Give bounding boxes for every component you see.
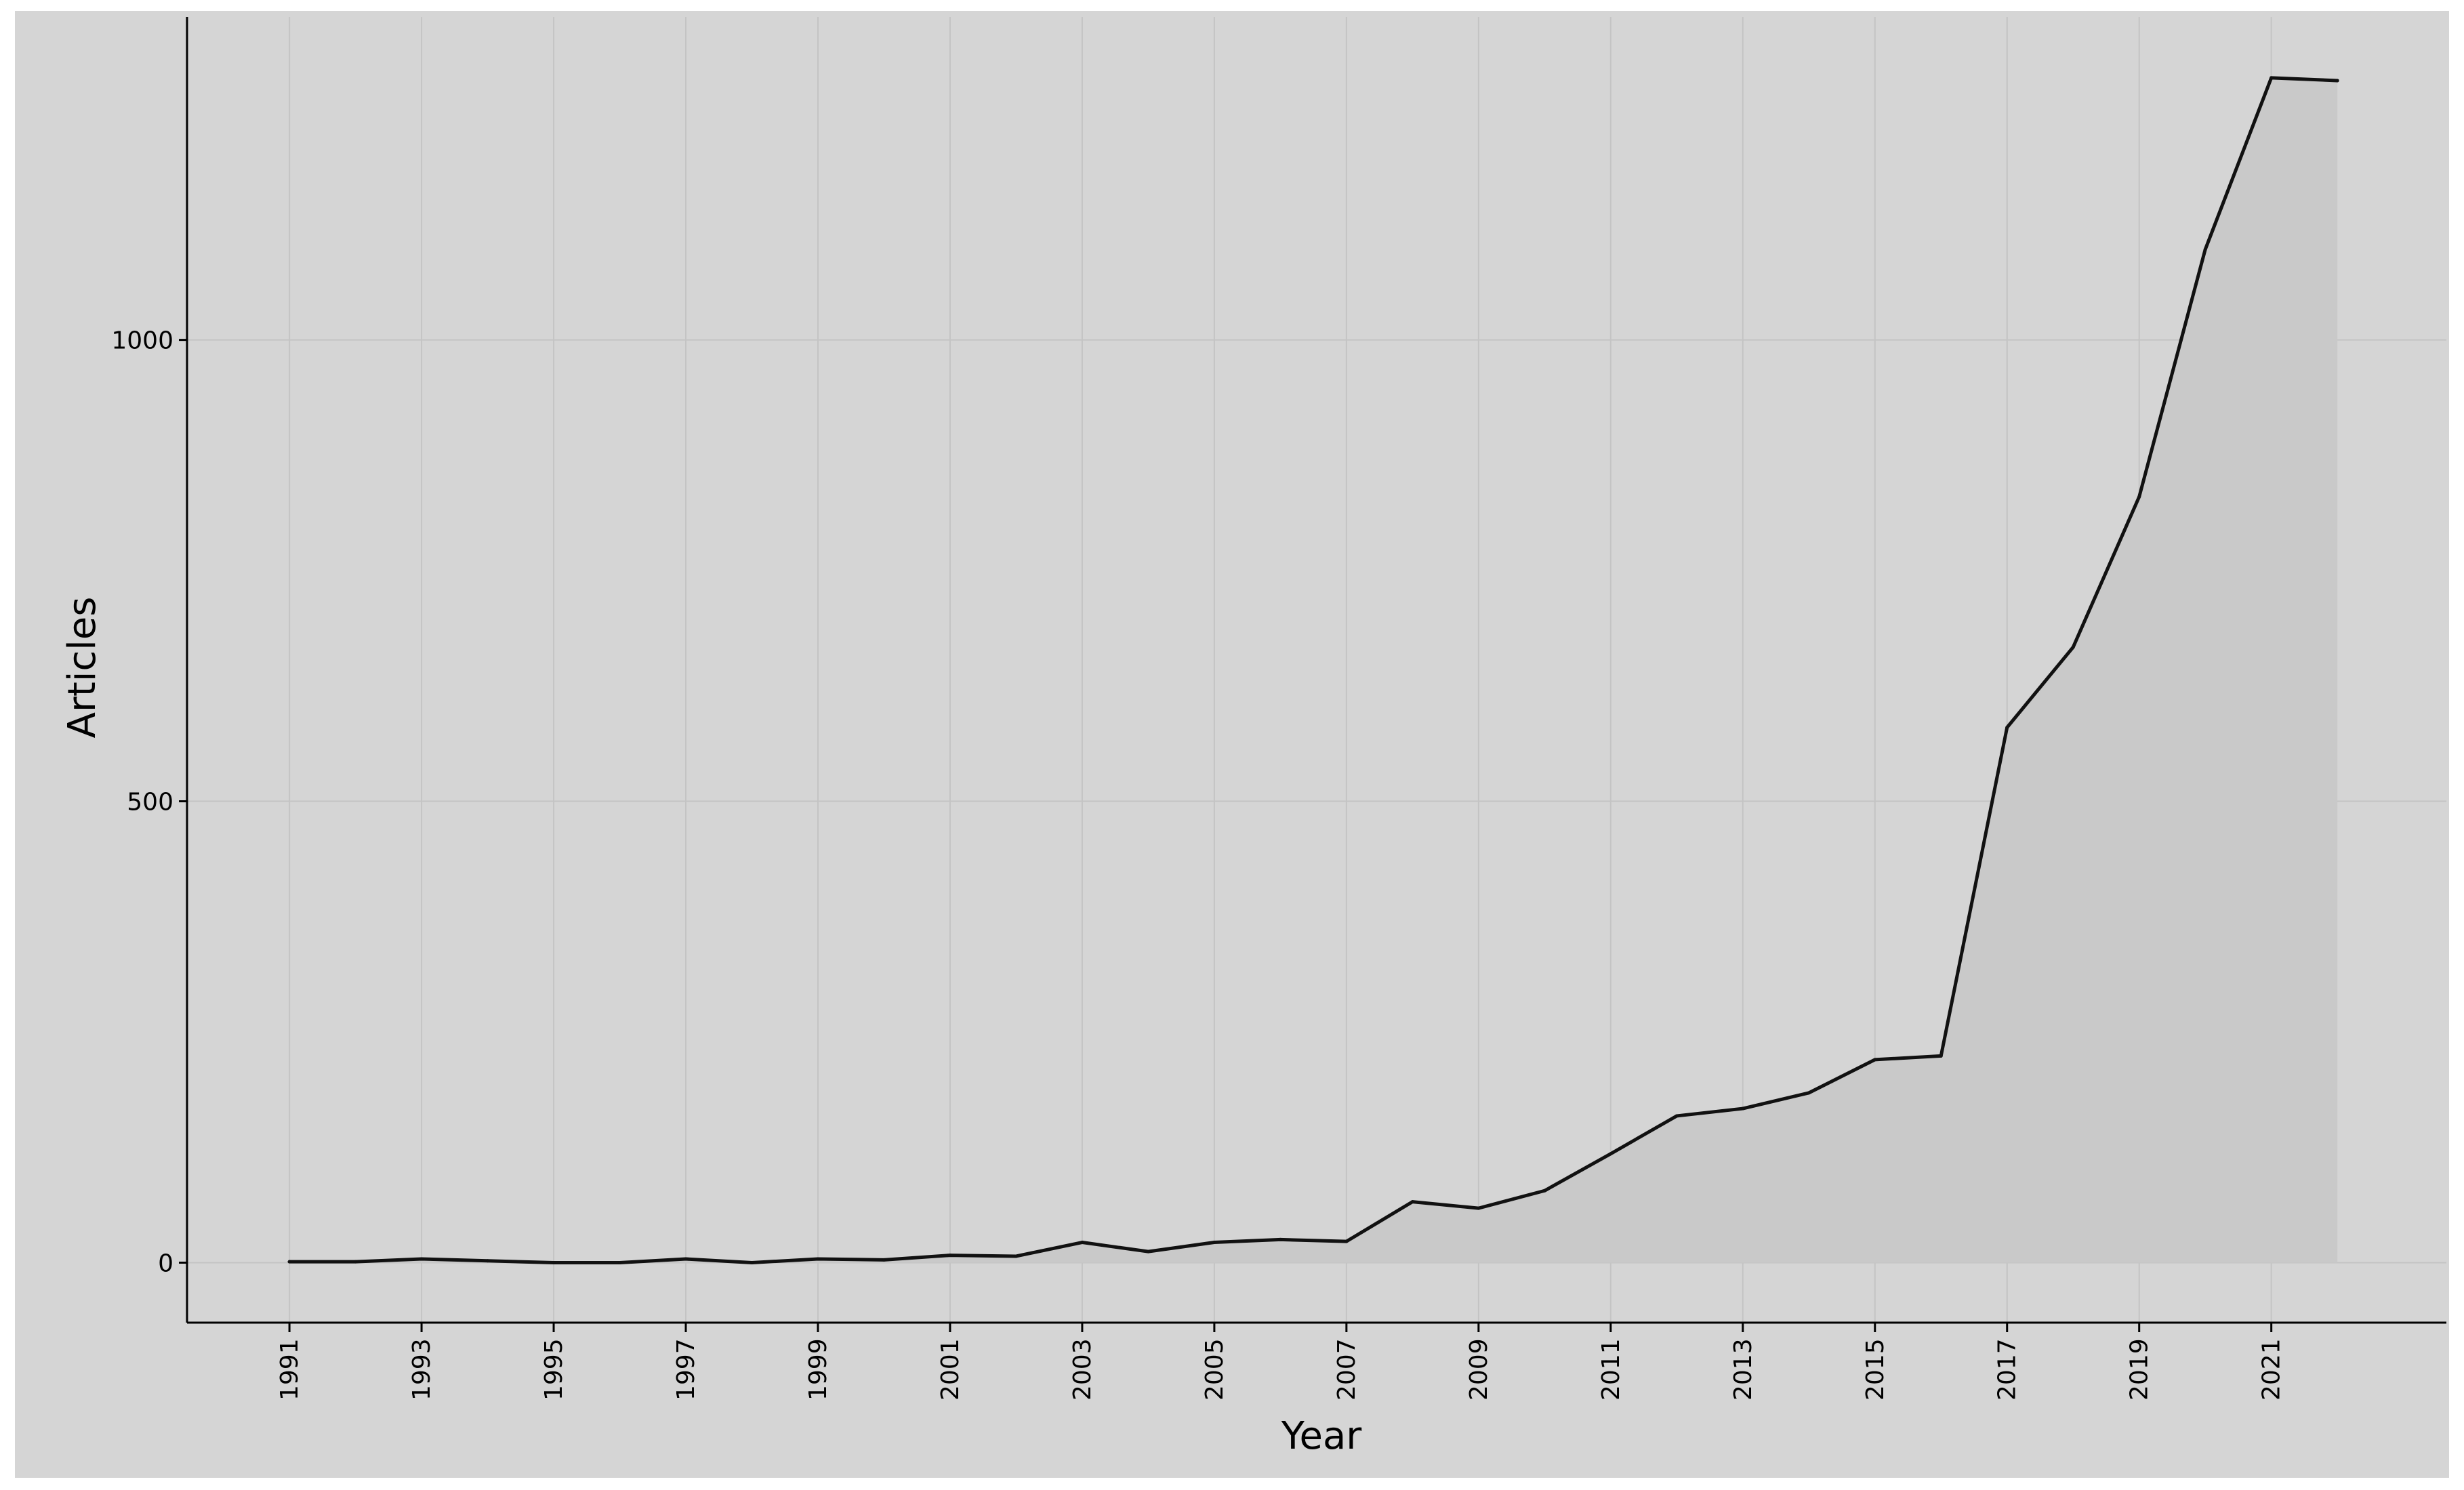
data-point-2004 bbox=[1146, 1249, 1150, 1254]
data-point-2007 bbox=[1344, 1239, 1349, 1243]
x-tick-label: 2005 bbox=[1201, 1338, 1229, 1401]
x-tick-label: 2007 bbox=[1333, 1338, 1361, 1401]
data-point-2002 bbox=[1014, 1254, 1018, 1258]
data-point-2010 bbox=[1542, 1188, 1546, 1193]
data-point-1992 bbox=[354, 1260, 358, 1264]
x-tick-label: 2009 bbox=[1465, 1338, 1493, 1401]
y-tick-label: 0 bbox=[158, 1249, 173, 1277]
x-tick-label: 1993 bbox=[408, 1338, 436, 1401]
data-point-1991 bbox=[287, 1260, 291, 1264]
series-line-path bbox=[287, 76, 2339, 1264]
x-tick-label: 1995 bbox=[540, 1338, 568, 1401]
x-tick-label: 2001 bbox=[937, 1338, 964, 1401]
data-point-1995 bbox=[552, 1260, 556, 1264]
x-tick-label: 2003 bbox=[1069, 1338, 1096, 1401]
series-line bbox=[287, 76, 2339, 1264]
x-tick-label: 2013 bbox=[1729, 1338, 1757, 1401]
data-point-1997 bbox=[684, 1257, 688, 1261]
x-tick-label: 2021 bbox=[2258, 1338, 2286, 1401]
data-point-2015 bbox=[1873, 1058, 1877, 1062]
data-point-2016 bbox=[1939, 1054, 1943, 1058]
data-point-2011 bbox=[1609, 1152, 1613, 1156]
data-point-1996 bbox=[618, 1260, 622, 1264]
data-point-2013 bbox=[1741, 1106, 1745, 1111]
data-point-2018 bbox=[2071, 645, 2075, 649]
axes bbox=[186, 17, 2446, 1324]
data-point-2005 bbox=[1212, 1241, 1216, 1245]
data-point-1998 bbox=[750, 1260, 754, 1264]
data-point-2009 bbox=[1477, 1206, 1481, 1210]
y-axis-ticks: 0 500 1000 bbox=[111, 327, 187, 1277]
data-point-2021 bbox=[2270, 76, 2274, 80]
data-point-2000 bbox=[882, 1258, 886, 1262]
data-point-2017 bbox=[2005, 726, 2009, 730]
data-point-2020 bbox=[2203, 247, 2207, 251]
data-point-2003 bbox=[1080, 1241, 1084, 1245]
data-point-2006 bbox=[1278, 1237, 1282, 1241]
x-tick-label: 1999 bbox=[804, 1338, 832, 1401]
x-tick-label: 2011 bbox=[1597, 1338, 1625, 1401]
x-tick-label: 2019 bbox=[2126, 1338, 2154, 1401]
x-axis-title: Year bbox=[1281, 1414, 1363, 1458]
x-tick-label: 2015 bbox=[1862, 1338, 1889, 1401]
area-fill bbox=[289, 77, 2338, 1263]
data-point-1994 bbox=[486, 1259, 490, 1263]
x-tick-label: 1991 bbox=[276, 1338, 304, 1401]
data-point-2014 bbox=[1807, 1091, 1811, 1095]
y-tick-label: 1000 bbox=[111, 327, 173, 355]
data-point-2001 bbox=[948, 1254, 952, 1258]
series-area bbox=[289, 77, 2338, 1263]
data-point-1999 bbox=[816, 1257, 820, 1261]
x-tick-label: 2017 bbox=[1994, 1338, 2021, 1401]
data-point-2008 bbox=[1410, 1200, 1414, 1204]
data-point-2019 bbox=[2137, 495, 2141, 499]
data-point-1993 bbox=[419, 1257, 424, 1261]
data-point-2022 bbox=[2335, 79, 2339, 83]
x-tick-label: 1997 bbox=[672, 1338, 700, 1401]
y-axis-title: Articles bbox=[60, 597, 104, 739]
x-axis-ticks: 1991 1993 1995 1997 1999 2001 2003 2005 2007 2009… bbox=[276, 1323, 2286, 1401]
data-point-2012 bbox=[1675, 1114, 1679, 1118]
y-tick-label: 500 bbox=[127, 789, 173, 816]
